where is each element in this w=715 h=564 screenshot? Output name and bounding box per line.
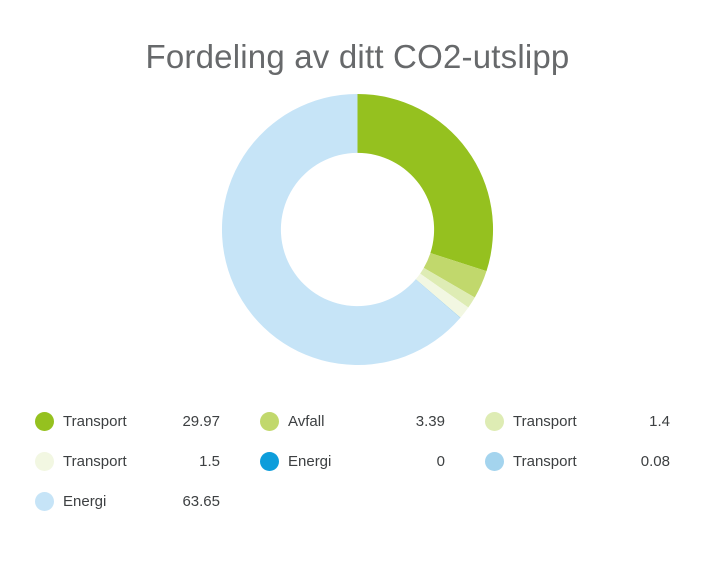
donut-slice <box>415 273 469 318</box>
legend-value: 3.39 <box>415 412 445 430</box>
legend-value: 1.4 <box>649 412 670 430</box>
legend-color-swatch <box>260 451 279 471</box>
legend-item: Energi 0 <box>260 451 445 471</box>
legend-value: 29.97 <box>182 412 220 430</box>
legend-label: Transport <box>63 452 127 470</box>
legend-item: Transport 0.08 <box>485 451 670 471</box>
donut-slice <box>423 253 487 298</box>
legend-label: Energi <box>63 492 107 510</box>
donut-slice <box>357 93 494 272</box>
legend-color-swatch <box>485 411 504 431</box>
legend-item: Energi 63.65 <box>35 491 220 511</box>
legend-value: 0.08 <box>640 452 670 470</box>
legend-item: Transport 1.4 <box>485 411 670 431</box>
legend-item: Avfall 3.39 <box>260 411 445 431</box>
legend-label: Avfall <box>288 412 325 430</box>
donut-chart-svg <box>221 93 494 366</box>
legend-value: 1.5 <box>199 452 220 470</box>
legend-color-swatch <box>35 451 54 471</box>
donut-slice <box>415 279 461 319</box>
legend-item: Transport 1.5 <box>35 451 220 471</box>
legend-color-swatch <box>485 451 504 471</box>
legend-color-swatch <box>260 411 279 431</box>
legend-label: Transport <box>63 412 127 430</box>
legend-value: 63.65 <box>182 492 220 510</box>
donut-chart <box>0 92 715 367</box>
legend-label: Energi <box>288 452 332 470</box>
donut-slice <box>420 267 475 308</box>
page-title: Fordeling av ditt CO2-utslipp <box>145 38 570 75</box>
legend-label: Transport <box>513 452 577 470</box>
legend-label: Transport <box>513 412 577 430</box>
legend-value: 0 <box>436 452 445 470</box>
legend-item: Transport 29.97 <box>35 411 220 431</box>
chart-legend: Transport 29.97 Avfall 3.39 Transport 1.… <box>0 411 715 511</box>
donut-slice <box>221 93 461 366</box>
legend-color-swatch <box>35 411 54 431</box>
legend-color-swatch <box>35 491 54 511</box>
